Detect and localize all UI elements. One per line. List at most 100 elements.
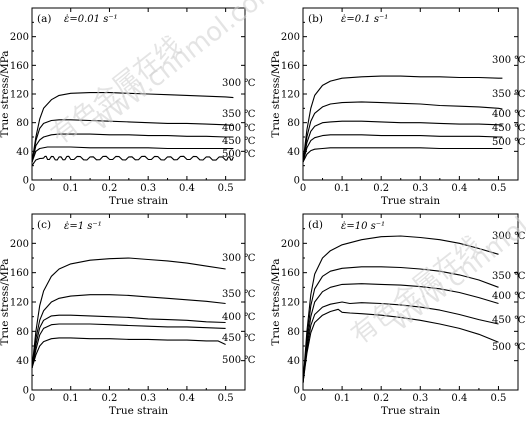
y-tick-label: 80: [16, 118, 29, 129]
x-tick-label: 0.5: [491, 393, 507, 404]
x-axis-title: True strain: [109, 195, 169, 207]
series-label: 300 ℃: [492, 231, 525, 242]
x-tick-label: 0.4: [451, 393, 467, 404]
y-tick-label: 40: [16, 356, 29, 367]
series-label: 450 ℃: [492, 123, 525, 134]
series-label: 500 ℃: [492, 342, 525, 353]
y-tick-label: 80: [287, 118, 300, 129]
y-tick-label: 40: [287, 147, 300, 158]
y-tick-label: 160: [281, 268, 300, 279]
series-line-2: [302, 266, 499, 383]
strain-rate-label: ε̇=0.1 s⁻¹: [341, 14, 388, 25]
y-axis-title: True stress/MPa: [0, 50, 11, 137]
series-line-3: [302, 120, 503, 163]
series-label: 300 ℃: [492, 55, 525, 66]
series-label: 500 ℃: [222, 149, 255, 160]
x-tick-label: 0.2: [373, 393, 389, 404]
series-line-1: [302, 75, 503, 163]
panel-label: (b): [308, 13, 323, 25]
series-label: 350 ℃: [492, 271, 525, 282]
series-line-5: [31, 155, 234, 166]
strain-rate-label: ε̇=0.01 s⁻¹: [64, 14, 118, 25]
series-label: 500 ℃: [492, 137, 525, 148]
series-label: 400 ℃: [492, 291, 525, 302]
series-line-5: [302, 308, 499, 383]
x-tick-label: 0.4: [179, 183, 195, 194]
series-label: 400 ℃: [492, 109, 525, 120]
y-tick-label: 160: [281, 61, 300, 72]
y-tick-label: 40: [287, 356, 300, 367]
x-tick-label: 0.2: [102, 183, 118, 194]
series-label: 350 ℃: [222, 289, 255, 300]
x-tick-label: 0.1: [63, 393, 79, 404]
x-tick-label: 0.3: [412, 393, 428, 404]
x-tick-label: 0.3: [140, 393, 156, 404]
series-line-4: [302, 134, 503, 163]
x-tick-label: 0.4: [451, 183, 467, 194]
series-line-3: [31, 314, 226, 369]
y-tick-label: 120: [10, 90, 29, 101]
series-label: 450 ℃: [222, 333, 255, 344]
x-tick-label: 0.5: [218, 183, 234, 194]
x-tick-label: 0: [300, 183, 306, 194]
x-tick-label: 0.3: [140, 183, 156, 194]
x-tick-label: 0.5: [491, 183, 507, 194]
series-line-2: [31, 119, 234, 163]
plot-frame: [302, 7, 519, 181]
y-tick-label: 80: [16, 327, 29, 338]
series-line-4: [31, 146, 234, 163]
x-axis-title: True strain: [381, 195, 441, 207]
x-tick-label: 0.3: [412, 183, 428, 194]
series-line-3: [31, 133, 234, 163]
series-label: 350 ℃: [222, 109, 255, 120]
series-line-3: [302, 283, 499, 383]
x-tick-label: 0.1: [63, 183, 79, 194]
panel-c: 0 0.1 0.2 0.3 0.4 0.5 0 40 80 120 160 200 True strai…: [0, 213, 255, 417]
series-label: 300 ℃: [222, 253, 255, 264]
y-tick-label: 200: [281, 239, 300, 250]
x-tick-label: 0.2: [373, 183, 389, 194]
panel-label: (c): [37, 219, 51, 231]
y-tick-label: 0: [23, 386, 29, 397]
series-label: 450 ℃: [222, 136, 255, 147]
strain-rate-label: ε̇=10 s⁻¹: [341, 221, 385, 232]
series-label: 350 ℃: [492, 89, 525, 100]
series-line-5: [302, 147, 503, 163]
x-tick-label: 0: [300, 393, 306, 404]
y-tick-label: 200: [10, 32, 29, 43]
series-line-4: [302, 301, 499, 383]
series-line-1: [31, 257, 226, 369]
x-tick-label: 0.2: [102, 393, 118, 404]
x-axis-title: True strain: [109, 405, 169, 417]
panel-b: 0 0.1 0.2 0.3 0.4 0.5 0 40 80 120 160 200 True strai…: [270, 7, 525, 207]
series-line-2: [302, 101, 503, 163]
x-tick-label: 0.4: [179, 393, 195, 404]
series-line-1: [31, 92, 234, 163]
y-axis-title: True stress/MPa: [270, 50, 282, 137]
y-tick-label: 200: [281, 32, 300, 43]
y-tick-label: 200: [10, 239, 29, 250]
series-label: 300 ℃: [222, 78, 255, 89]
panel-label: (a): [37, 13, 51, 25]
x-tick-label: 0.1: [334, 183, 350, 194]
y-tick-label: 160: [10, 268, 29, 279]
strain-rate-label: ε̇=1 s⁻¹: [64, 221, 102, 232]
y-tick-label: 0: [23, 176, 29, 187]
x-tick-label: 0: [29, 183, 35, 194]
y-tick-label: 120: [10, 298, 29, 309]
y-axis-title: True stress/MPa: [0, 258, 11, 345]
y-tick-label: 40: [16, 147, 29, 158]
y-tick-label: 120: [281, 298, 300, 309]
y-axis-title: True stress/MPa: [270, 258, 282, 345]
y-tick-label: 0: [294, 386, 300, 397]
panel-d: 0 0.1 0.2 0.3 0.4 0.5 0 40 80 120 160 200 True strai…: [270, 213, 525, 417]
panel-label: (d): [308, 219, 323, 231]
x-tick-label: 0.1: [334, 393, 350, 404]
series-label: 450 ℃: [492, 315, 525, 326]
x-axis-title: True strain: [381, 405, 441, 417]
y-tick-label: 120: [281, 90, 300, 101]
series-label: 500 ℃: [222, 355, 255, 366]
series-line-4: [31, 323, 226, 369]
series-label: 400 ℃: [222, 312, 255, 323]
